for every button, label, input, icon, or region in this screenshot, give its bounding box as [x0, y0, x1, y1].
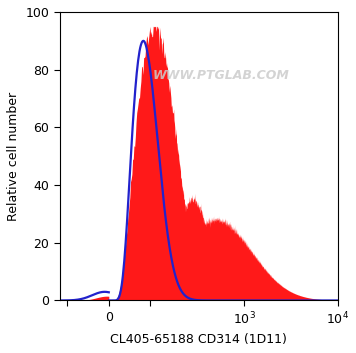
- Y-axis label: Relative cell number: Relative cell number: [7, 92, 20, 221]
- Text: WWW.PTGLAB.COM: WWW.PTGLAB.COM: [152, 69, 289, 82]
- X-axis label: CL405-65188 CD314 (1D11): CL405-65188 CD314 (1D11): [110, 333, 287, 346]
